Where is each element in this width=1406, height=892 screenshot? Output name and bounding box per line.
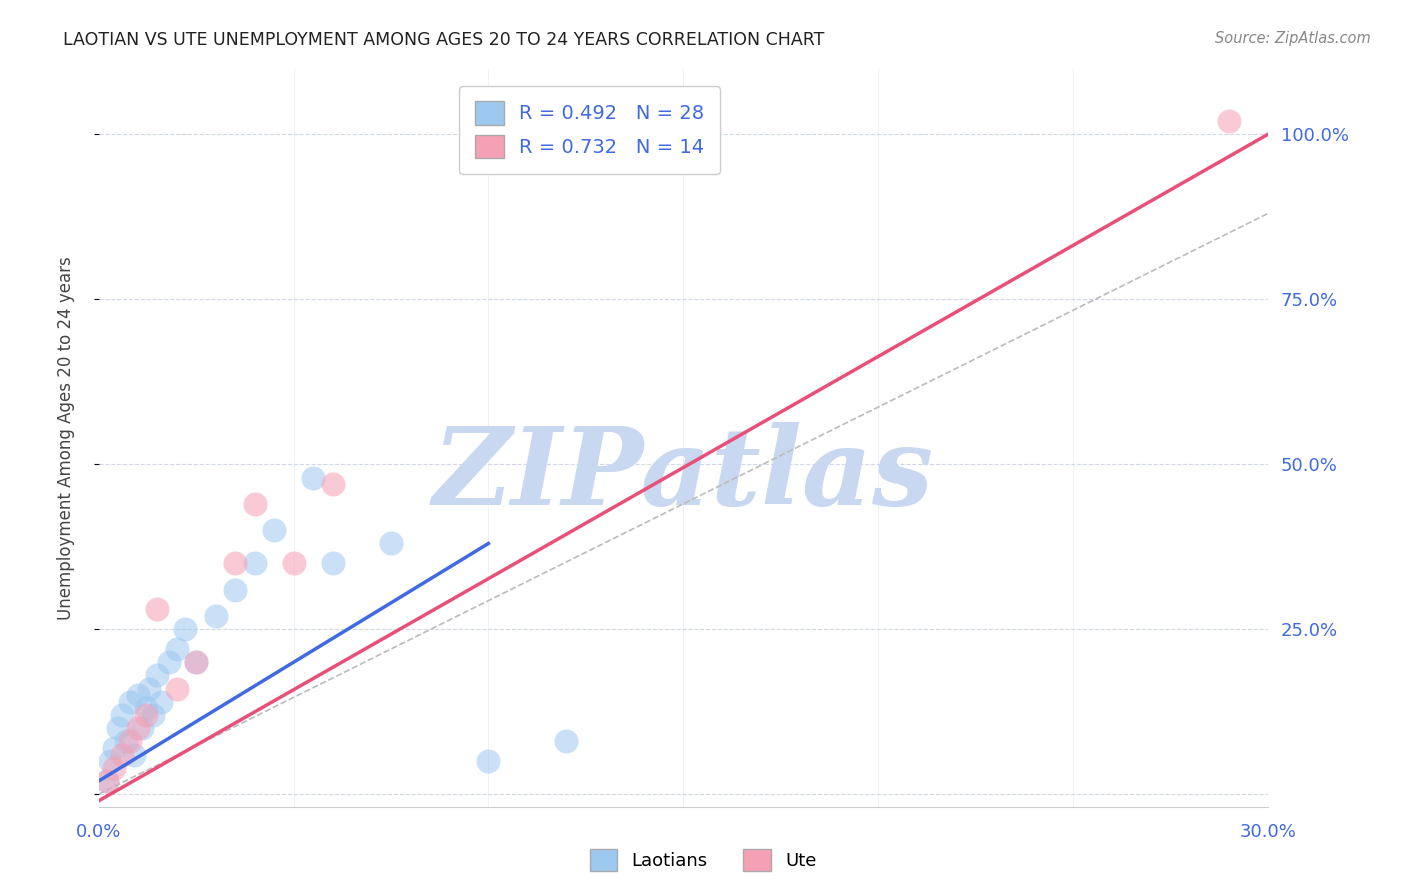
Laotians [150,695,173,709]
Legend: Laotians, Ute: Laotians, Ute [582,842,824,879]
Laotians [127,688,149,702]
Laotians [142,708,165,723]
Ute [283,556,305,570]
Laotians [103,741,125,756]
Text: LAOTIAN VS UTE UNEMPLOYMENT AMONG AGES 20 TO 24 YEARS CORRELATION CHART: LAOTIAN VS UTE UNEMPLOYMENT AMONG AGES 2… [63,31,825,49]
Ute [146,602,169,616]
Laotians [173,622,195,636]
Ute [103,761,125,775]
Laotians [107,721,129,735]
Laotians [135,701,157,715]
Laotians [146,668,169,682]
Laotians [111,708,134,723]
Ute [186,655,208,669]
Ute [111,747,134,762]
Legend: R = 0.492   N = 28, R = 0.732   N = 14: R = 0.492 N = 28, R = 0.732 N = 14 [460,86,720,174]
Laotians [166,642,188,657]
Laotians [302,470,325,484]
Ute [322,477,344,491]
Laotians [122,747,145,762]
Laotians [380,536,402,550]
Laotians [477,754,499,768]
Laotians [131,721,153,735]
Ute [1218,114,1240,128]
Ute [224,556,246,570]
Ute [127,721,149,735]
Laotians [115,734,138,748]
Laotians [224,582,246,597]
Laotians [96,774,118,789]
Ute [118,734,141,748]
Laotians [157,655,180,669]
Laotians [243,556,266,570]
Ute [135,708,157,723]
Laotians [118,695,141,709]
Laotians [555,734,578,748]
Laotians [138,681,160,696]
Laotians [204,609,226,624]
Ute [243,497,266,511]
Ute [166,681,188,696]
Text: ZIPatlas: ZIPatlas [433,422,934,528]
Laotians [100,754,122,768]
Laotians [263,523,285,537]
Laotians [322,556,344,570]
Text: Source: ZipAtlas.com: Source: ZipAtlas.com [1215,31,1371,46]
Ute [96,774,118,789]
Y-axis label: Unemployment Among Ages 20 to 24 years: Unemployment Among Ages 20 to 24 years [58,256,75,620]
Laotians [186,655,208,669]
